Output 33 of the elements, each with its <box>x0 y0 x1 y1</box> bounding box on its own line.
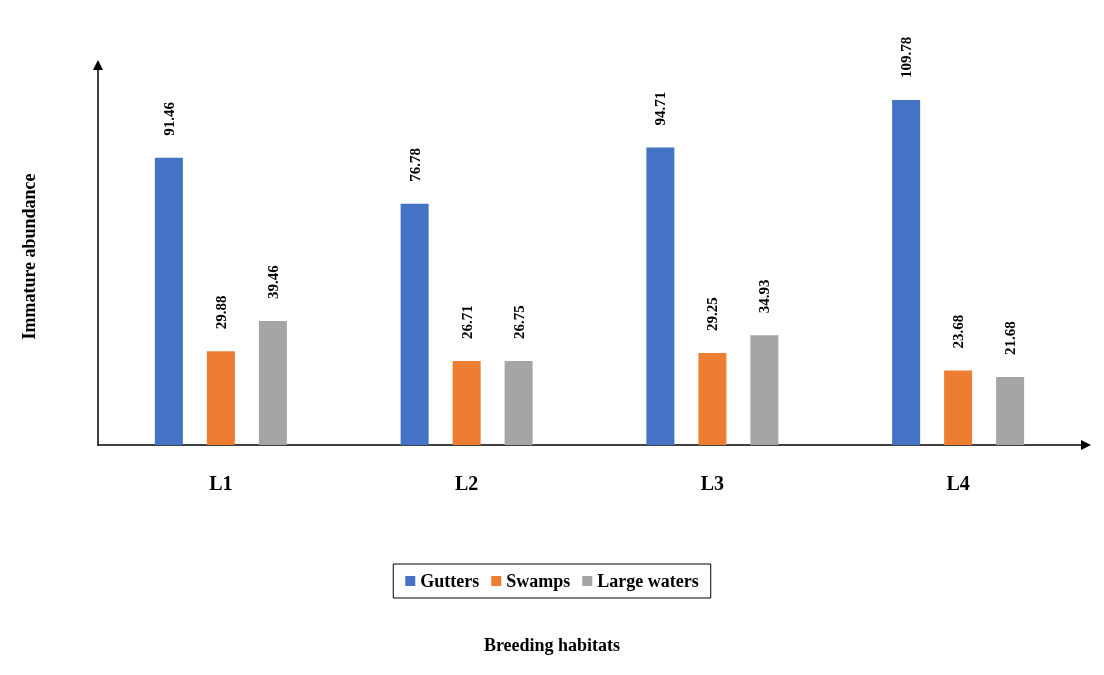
bar <box>646 147 675 445</box>
x-tick-label: L3 <box>700 472 725 494</box>
x-tick-label: L2 <box>454 472 479 494</box>
bar <box>944 370 973 445</box>
y-axis-title: Immature abundance <box>19 173 39 340</box>
bar <box>996 376 1025 445</box>
legend-label: Swamps <box>506 571 571 591</box>
data-label: 34.93 <box>756 279 773 314</box>
bar <box>154 157 183 445</box>
data-label: 109.78 <box>898 36 915 79</box>
bar <box>698 353 727 445</box>
data-label: 29.25 <box>704 297 721 332</box>
data-label: 29.88 <box>212 295 229 330</box>
x-tick-label: L1 <box>209 472 233 494</box>
text: Breeding habitats <box>483 635 621 655</box>
bar <box>750 335 779 445</box>
data-label: 76.78 <box>406 148 423 182</box>
data-label: 39.46 <box>264 264 281 300</box>
bar <box>452 361 481 445</box>
data-label: 21.68 <box>1002 321 1019 355</box>
data-label: 23.68 <box>950 314 967 349</box>
bar <box>400 203 429 445</box>
bar <box>504 360 533 445</box>
legend-label: Gutters <box>420 571 480 591</box>
bar <box>206 351 235 445</box>
data-label: 26.71 <box>458 305 475 340</box>
data-label: 91.46 <box>160 101 177 136</box>
data-label: 26.75 <box>510 305 527 339</box>
x-tick-label: L4 <box>946 472 970 494</box>
legend-label: Large waters <box>597 571 699 591</box>
bar <box>258 321 287 445</box>
data-label: 94.71 <box>652 91 669 126</box>
bar <box>892 100 921 445</box>
